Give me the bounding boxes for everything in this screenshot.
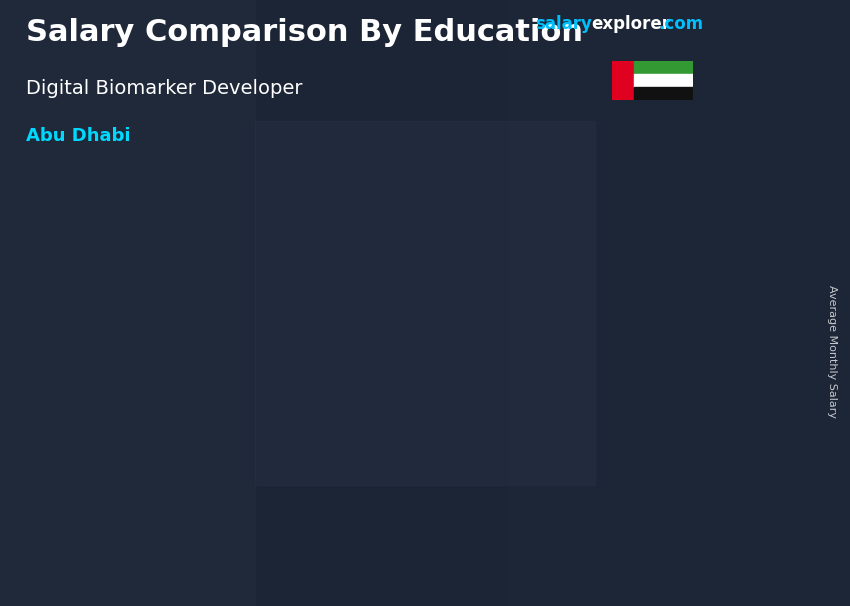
Text: explorer: explorer [591, 15, 670, 33]
Text: +45%: +45% [360, 271, 439, 295]
Bar [612, 61, 634, 100]
Bar [634, 61, 693, 74]
Text: 15,600 AED: 15,600 AED [181, 379, 276, 395]
Text: +31%: +31% [529, 216, 609, 240]
Polygon shape [378, 396, 386, 533]
Text: 22,600 AED: 22,600 AED [351, 318, 446, 333]
FancyArrowPatch shape [163, 364, 326, 411]
Text: Average Monthly Salary: Average Monthly Salary [827, 285, 837, 418]
Bar [510, 0, 850, 606]
Text: salary: salary [536, 15, 592, 33]
Bar [255, 121, 595, 485]
Text: Salary Comparison By Education: Salary Comparison By Education [26, 18, 582, 47]
FancyArrowPatch shape [503, 261, 666, 330]
FancyArrowPatch shape [333, 321, 496, 391]
Bar [115, 416, 208, 533]
Text: 29,600 AED: 29,600 AED [521, 256, 616, 271]
Polygon shape [718, 273, 726, 533]
Bar [634, 87, 693, 100]
Text: +18%: +18% [189, 348, 269, 371]
Text: 13,300 AED: 13,300 AED [11, 399, 106, 415]
Bar [0, 0, 255, 606]
Bar [455, 335, 548, 533]
Text: Abu Dhabi: Abu Dhabi [26, 127, 130, 145]
Polygon shape [208, 416, 216, 533]
Text: Digital Biomarker Developer: Digital Biomarker Developer [26, 79, 302, 98]
Bar [634, 74, 693, 87]
Polygon shape [548, 335, 556, 533]
Bar [625, 273, 718, 533]
Bar [285, 396, 378, 533]
Text: .com: .com [659, 15, 704, 33]
